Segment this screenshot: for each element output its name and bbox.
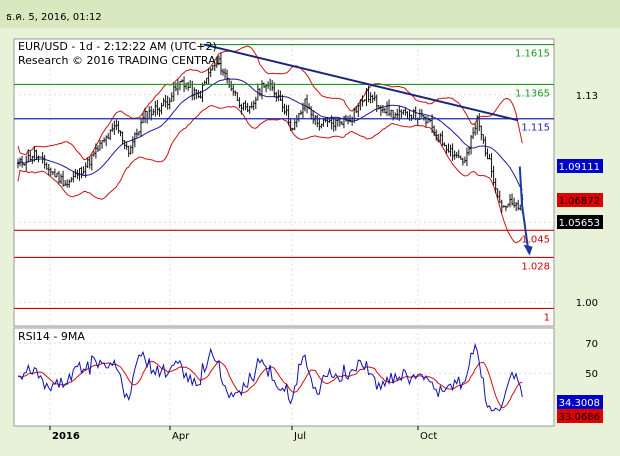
price-panel: [13, 38, 555, 327]
rsi-line: [17, 343, 523, 412]
level-label-4: 1.028: [521, 261, 550, 272]
trendline: [203, 43, 519, 122]
price-badge-bg-1: [557, 193, 603, 207]
x-tick-label-3: Oct: [420, 431, 437, 442]
level-label-3: 1.045: [521, 234, 550, 245]
rsi-badge-bg-1: [557, 409, 603, 423]
price-badge-label-2: 1.05653: [559, 218, 600, 229]
price-tick-label-2: 1.00: [576, 298, 598, 309]
x-tick-label-0: 2016: [52, 431, 80, 442]
support-resistance-levels: 1.1615 1.1365 1.115 1.045 1.028 1: [14, 43, 554, 323]
chart-subtitle: Research © 2016 TRADING CENTRAL: [18, 54, 223, 67]
level-label-0: 1.1615: [515, 49, 550, 60]
price-tick-label-0: 1.13: [576, 91, 598, 102]
title-bar: ธ.ค. 5, 2016, 01:12: [0, 0, 620, 28]
rsi-lines: [17, 343, 523, 412]
x-tick-label-1: Apr: [172, 431, 190, 442]
trendline-group: [203, 43, 533, 256]
x-tick-label-2: Jul: [293, 431, 306, 442]
grid-lines: [14, 39, 554, 426]
price-badges: 1.09111 1.06872 1.05653 34.3008 33.0686: [557, 159, 603, 423]
forecast-arrow-head: [523, 244, 533, 256]
chart-title: EUR/USD - 1d - 2:12:22 AM (UTC+2): [18, 40, 217, 53]
level-label-1: 1.1365: [515, 88, 550, 99]
price-badge-label-1: 1.06872: [559, 196, 600, 207]
level-label-5: 1: [544, 312, 550, 323]
price-bars: [17, 52, 524, 213]
price-badge-bg-0: [557, 159, 603, 173]
price-badge-bg-2: [557, 215, 603, 229]
moving-average-line: [17, 78, 523, 191]
rsi-panel: [13, 327, 555, 427]
rsi-tick-label-1: 50: [585, 369, 598, 380]
upper-band-line: [17, 45, 523, 161]
price-badge-label-0: 1.09111: [559, 162, 600, 173]
level-label-2: 1.115: [521, 123, 550, 134]
rsi-tick-label-0: 70: [585, 339, 598, 350]
timestamp-label: ธ.ค. 5, 2016, 01:12: [6, 12, 102, 23]
forecast-arrow-line: [518, 166, 530, 253]
rsi-badge-label-1: 33.0686: [559, 412, 600, 423]
rsi-title: RSI14 - 9MA: [18, 330, 85, 343]
rsi-badge-bg-0: [557, 395, 603, 409]
rsi-badge-label-0: 34.3008: [559, 398, 600, 409]
